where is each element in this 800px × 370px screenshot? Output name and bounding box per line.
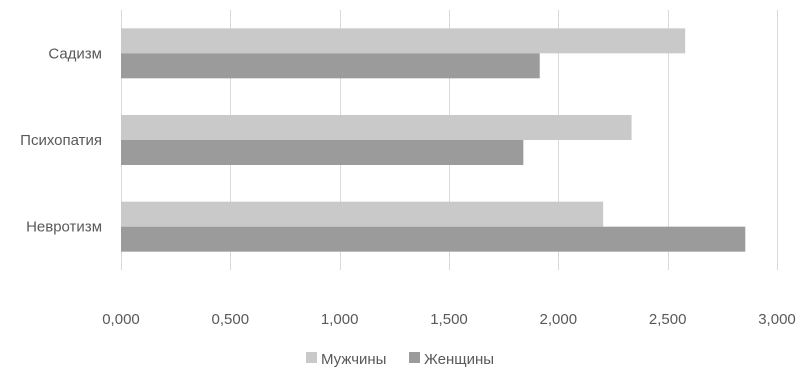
bar <box>121 140 524 165</box>
x-axis-ticks: 0,000 0,500 1,000 1,500 2,000 2,500 3,000 <box>102 311 796 328</box>
category-label: Невротизм <box>26 219 102 236</box>
category-labels: Садизм Психопатия Невротизм <box>20 45 102 235</box>
legend-label: Мужчины <box>321 351 386 368</box>
x-tick-label: 0,000 <box>102 311 140 328</box>
bar <box>121 53 540 79</box>
category-label: Психопатия <box>20 132 102 149</box>
category-label: Садизм <box>48 45 102 62</box>
x-tick-label: 0,500 <box>212 311 250 328</box>
bar <box>121 115 632 140</box>
bar <box>121 201 604 227</box>
bars <box>121 28 746 252</box>
legend-label: Женщины <box>424 351 494 368</box>
x-tick-label: 2,500 <box>649 311 687 328</box>
x-tick-label: 2,000 <box>540 311 578 328</box>
x-tick-label: 1,500 <box>430 311 468 328</box>
legend: Мужчины Женщины <box>306 351 494 368</box>
legend-swatch <box>306 352 317 363</box>
x-tick-label: 3,000 <box>758 311 796 328</box>
x-tick-label: 1,000 <box>321 311 359 328</box>
bar <box>121 226 746 252</box>
bar <box>121 28 686 54</box>
legend-swatch <box>409 352 420 363</box>
